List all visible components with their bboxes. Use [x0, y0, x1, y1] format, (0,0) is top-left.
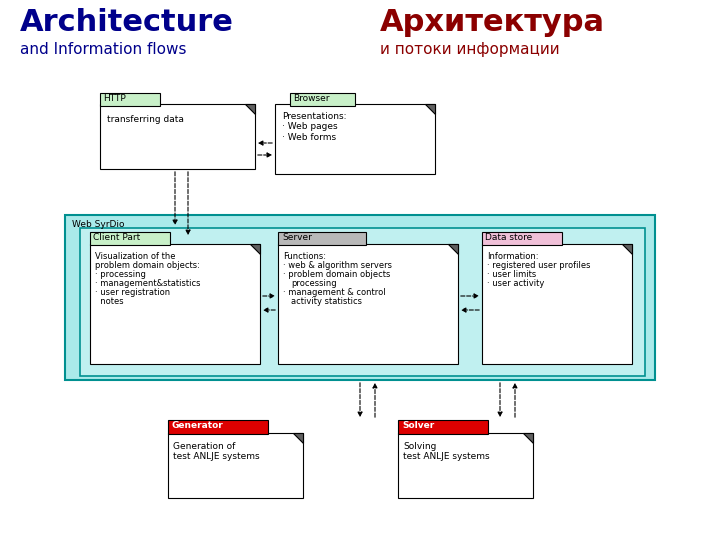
Polygon shape	[523, 433, 533, 443]
Text: notes: notes	[95, 297, 124, 306]
Text: transferring data: transferring data	[107, 115, 184, 124]
Text: Presentations:: Presentations:	[282, 112, 346, 121]
Text: Generator: Generator	[172, 421, 224, 430]
Polygon shape	[293, 433, 303, 443]
Polygon shape	[245, 104, 255, 114]
Text: · user registration: · user registration	[95, 288, 170, 297]
Bar	[398, 433, 533, 498]
Polygon shape	[250, 244, 260, 254]
Bar	[90, 244, 260, 364]
Polygon shape	[425, 104, 435, 114]
Text: test ANLJE systems: test ANLJE systems	[173, 452, 260, 461]
Bar	[482, 244, 632, 364]
Bar	[398, 420, 488, 434]
Text: processing: processing	[291, 279, 337, 288]
Text: Client Part: Client Part	[93, 233, 140, 242]
Text: Architecture: Architecture	[20, 8, 234, 37]
Text: Browser: Browser	[293, 94, 330, 103]
Text: problem domain objects:: problem domain objects:	[95, 261, 200, 270]
Bar	[100, 104, 255, 169]
Bar	[278, 244, 458, 364]
Text: Архитектура: Архитектура	[380, 8, 605, 37]
Text: Generation of: Generation of	[173, 442, 235, 451]
Text: · processing: · processing	[95, 270, 146, 279]
Text: test ANLJE systems: test ANLJE systems	[403, 452, 490, 461]
Text: Web SyrDio: Web SyrDio	[72, 220, 125, 229]
Bar	[168, 433, 303, 498]
Text: Server: Server	[282, 233, 312, 242]
Bar	[278, 232, 366, 245]
Bar	[65, 215, 655, 380]
Text: · registered user profiles: · registered user profiles	[487, 261, 590, 270]
Text: Solving: Solving	[403, 442, 436, 451]
Text: · web & algorithm servers: · web & algorithm servers	[283, 261, 392, 270]
Text: и потоки информации: и потоки информации	[380, 42, 559, 57]
Bar	[290, 93, 355, 106]
Bar	[275, 104, 435, 174]
Text: Functions:: Functions:	[283, 252, 326, 261]
Text: · Web pages: · Web pages	[282, 122, 338, 131]
Text: Solver: Solver	[402, 421, 434, 430]
Bar	[482, 232, 562, 245]
Text: and Information flows: and Information flows	[20, 42, 186, 57]
Bar	[80, 228, 645, 376]
Text: · Web forms: · Web forms	[282, 133, 336, 142]
Bar	[168, 420, 268, 434]
Text: · management & control: · management & control	[283, 288, 386, 297]
Text: HTTP: HTTP	[103, 94, 126, 103]
Text: Data store: Data store	[485, 233, 532, 242]
Polygon shape	[448, 244, 458, 254]
Text: activity statistics: activity statistics	[291, 297, 362, 306]
Polygon shape	[622, 244, 632, 254]
Text: Information:: Information:	[487, 252, 539, 261]
Text: · management&statistics: · management&statistics	[95, 279, 200, 288]
Bar	[90, 232, 170, 245]
Bar	[100, 93, 160, 106]
Text: · user limits: · user limits	[487, 270, 536, 279]
Text: · problem domain objects: · problem domain objects	[283, 270, 390, 279]
Text: · user activity: · user activity	[487, 279, 544, 288]
Text: Visualization of the: Visualization of the	[95, 252, 176, 261]
